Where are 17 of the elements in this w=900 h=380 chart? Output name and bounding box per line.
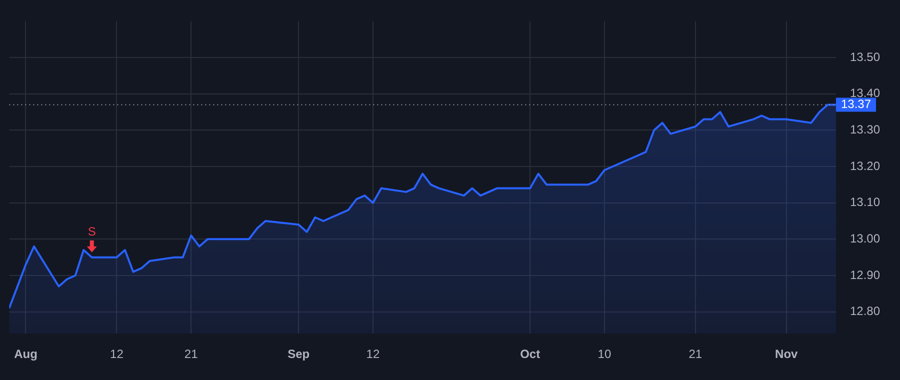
x-tick-label: 12 [366, 347, 380, 362]
x-tick-label: 12 [110, 347, 124, 362]
y-tick-label: 13.30 [850, 122, 880, 136]
x-tick-label: Aug [14, 347, 38, 362]
x-tick-label: 21 [688, 347, 702, 362]
x-tick-label: Sep [288, 347, 310, 362]
x-tick-label: 21 [184, 347, 198, 362]
y-tick-label: 12.90 [850, 268, 880, 282]
x-tick-label: Nov [775, 347, 798, 362]
x-tick-label: Oct [520, 347, 540, 362]
x-tick-label: 10 [598, 347, 612, 362]
y-tick-label: 13.00 [850, 231, 880, 246]
annotation: S [88, 224, 96, 239]
y-tick-label: 13.50 [850, 50, 880, 64]
y-tick-label: 13.20 [850, 158, 880, 173]
y-tick-label: 13.10 [850, 195, 880, 210]
y-tick-label: 12.80 [850, 304, 880, 318]
